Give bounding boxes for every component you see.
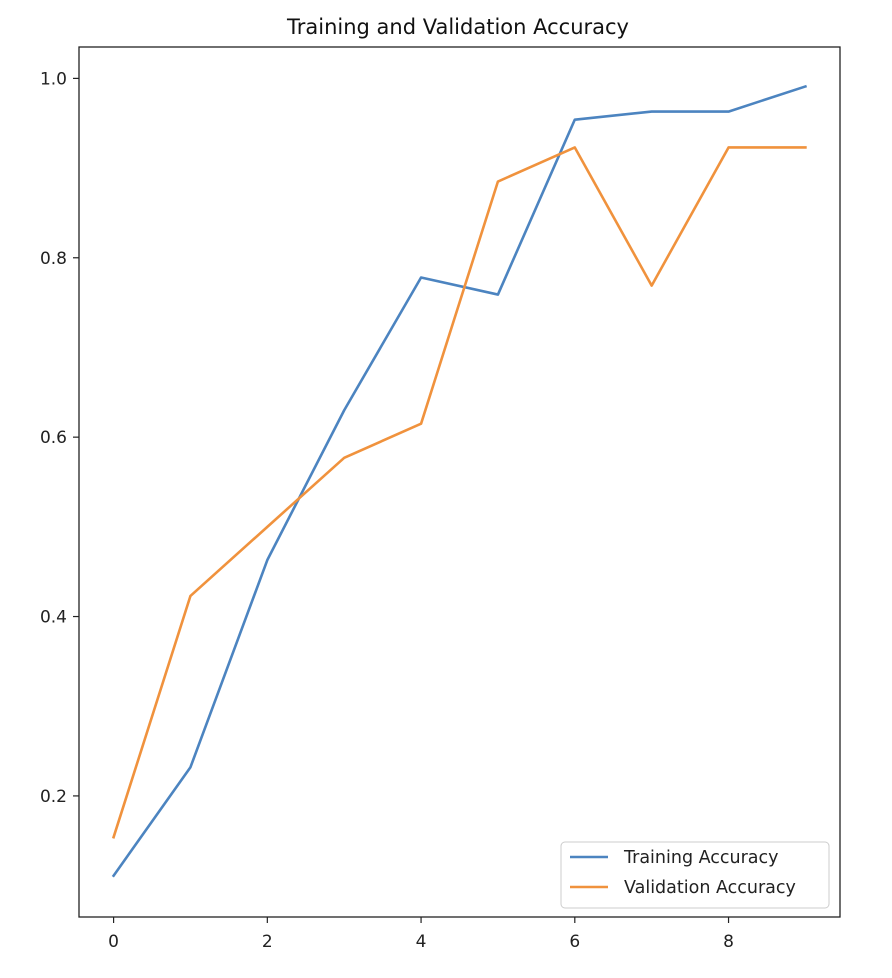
legend-label-training: Training Accuracy [623, 848, 779, 868]
y-tick-label: 0.2 [40, 787, 67, 807]
x-tick-label: 4 [416, 932, 427, 952]
legend-label-validation: Validation Accuracy [624, 878, 796, 898]
training-accuracy-line [111, 84, 808, 878]
y-tick-label: 0.8 [40, 249, 67, 269]
plot-area-frame [78, 46, 841, 918]
y-tick-label: 0.4 [40, 608, 67, 628]
chart-title: Training and Validation Accuracy [286, 15, 629, 39]
legend: Training Accuracy Validation Accuracy [560, 841, 830, 909]
legend-box [560, 841, 830, 909]
x-tick-label: 2 [262, 932, 273, 952]
validation-accuracy-line [111, 146, 807, 839]
y-tick-label: 0.6 [40, 428, 67, 448]
x-tick-label: 0 [108, 932, 119, 952]
x-tick-label: 6 [569, 932, 580, 952]
y-tick-label: 1.0 [40, 69, 67, 89]
x-tick-label: 8 [723, 932, 734, 952]
